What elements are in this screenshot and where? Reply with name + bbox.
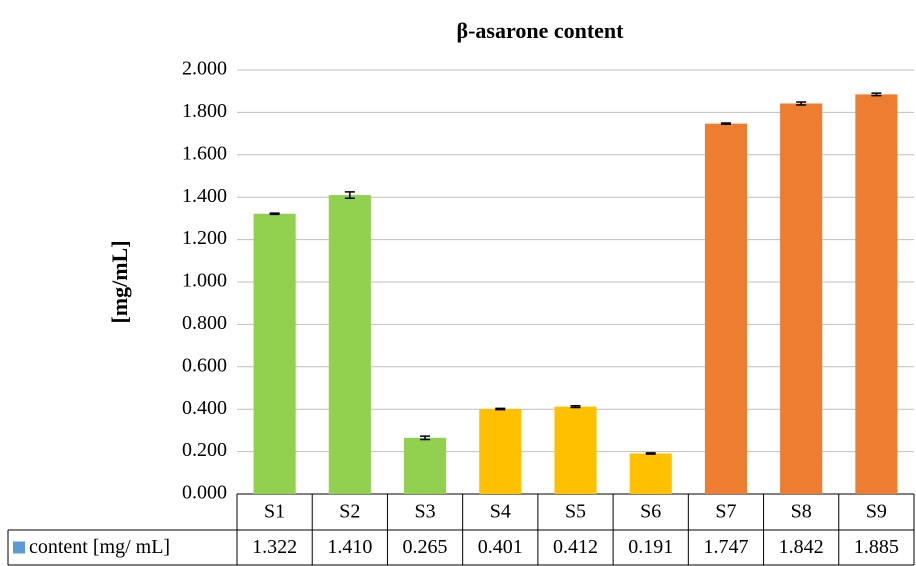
- y-tick-label: 0.800: [182, 312, 227, 334]
- data-table-value: 0.191: [628, 536, 673, 558]
- data-table-value: 1.842: [779, 536, 824, 558]
- error-bar: [570, 405, 581, 409]
- data-table-value: 1.747: [703, 536, 748, 558]
- y-tick-label: 2.000: [182, 58, 227, 80]
- error-bar: [796, 101, 807, 106]
- chart-title: β-asarone content: [457, 18, 625, 43]
- bar: [554, 406, 597, 494]
- y-tick-label: 1.400: [182, 185, 227, 207]
- error-bar: [720, 122, 731, 126]
- error-bar: [871, 92, 882, 97]
- legend-label: content [mg/ mL]: [29, 536, 170, 558]
- x-tick-label: S3: [414, 501, 435, 523]
- y-tick-label: 1.600: [182, 142, 227, 164]
- x-tick-label: S9: [866, 501, 887, 523]
- y-tick-label: 0.200: [182, 439, 227, 461]
- error-bar: [344, 191, 355, 200]
- bar: [704, 123, 748, 495]
- x-tick-label: S1: [264, 501, 285, 523]
- error-bar: [645, 452, 656, 455]
- y-tick-label: 0.400: [182, 397, 227, 419]
- error-bar: [269, 212, 280, 216]
- y-tick-label: 1.800: [182, 100, 227, 122]
- y-tick-label: 1.000: [182, 270, 227, 292]
- bar: [403, 437, 447, 494]
- data-table-value: 1.410: [327, 536, 372, 558]
- error-bar: [495, 407, 506, 411]
- bar: [328, 195, 371, 494]
- bar: [253, 213, 296, 494]
- x-tick-label: S7: [715, 501, 736, 523]
- data-table-value: 0.265: [403, 536, 448, 558]
- data-table-value: 0.412: [553, 536, 598, 558]
- bar: [629, 453, 672, 494]
- bar: [479, 408, 522, 494]
- bar: [855, 94, 898, 494]
- y-tick-label: 1.200: [182, 227, 227, 249]
- data-table-value: 1.885: [854, 536, 899, 558]
- x-tick-label: S2: [339, 501, 360, 523]
- y-tick-label: 0.600: [182, 354, 227, 376]
- y-axis-label: [mg/mL]: [107, 240, 132, 323]
- error-bar: [420, 435, 431, 441]
- x-tick-label: S5: [565, 501, 586, 523]
- x-tick-label: S6: [640, 501, 661, 523]
- data-table-value: 1.322: [252, 536, 297, 558]
- x-tick-label: S8: [791, 501, 812, 523]
- x-tick-label: S4: [490, 501, 511, 523]
- data-table-value: 0.401: [478, 536, 523, 558]
- legend-key: [13, 541, 25, 554]
- bar: [780, 103, 823, 494]
- y-tick-label: 0.000: [182, 482, 227, 504]
